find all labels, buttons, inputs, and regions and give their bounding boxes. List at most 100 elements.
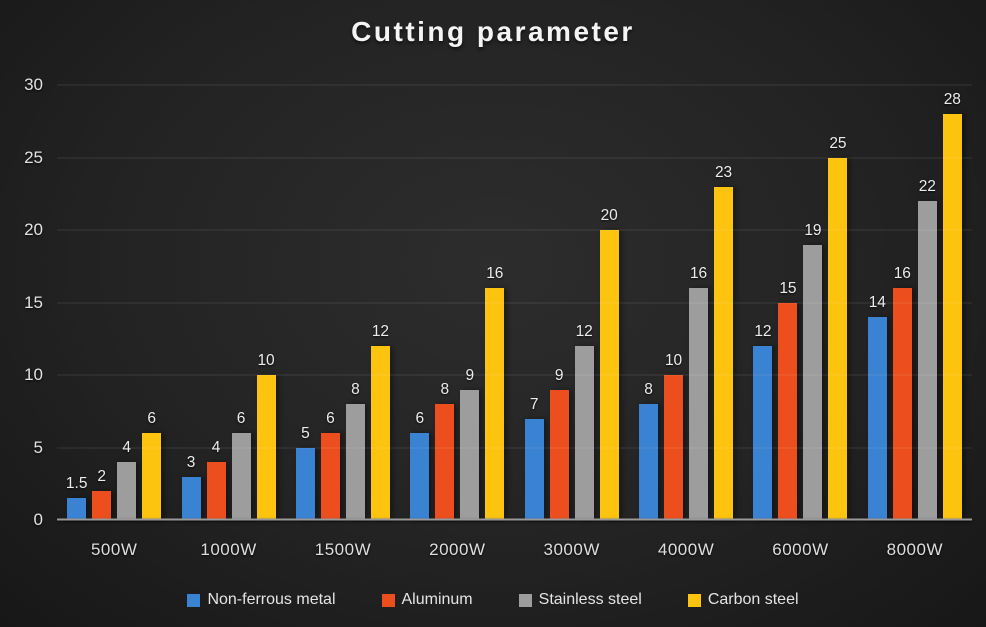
bar: 10 bbox=[256, 352, 276, 520]
x-tick-label: 4000W bbox=[657, 540, 715, 559]
bar-value-label: 16 bbox=[486, 265, 504, 282]
bar-value-label: 4 bbox=[122, 439, 131, 456]
bar: 12 bbox=[753, 323, 773, 520]
y-tick-label: 10 bbox=[24, 365, 43, 385]
legend-item: Aluminum bbox=[381, 591, 473, 609]
bar-value-label: 16 bbox=[689, 265, 708, 282]
bar-value-label: 23 bbox=[714, 163, 733, 181]
bar-value-label: 19 bbox=[804, 221, 822, 239]
bar: 8 bbox=[435, 381, 455, 520]
bar: 10 bbox=[664, 352, 684, 520]
bar-group-4000w: 8 10 16 23 4000W bbox=[629, 85, 743, 559]
legend-item: Carbon steel bbox=[687, 591, 799, 609]
legend-label: Non-ferrous metal bbox=[207, 591, 336, 608]
legend-swatch-icon bbox=[187, 593, 201, 607]
bar-value-label: 12 bbox=[371, 323, 390, 340]
bar-value-label: 20 bbox=[600, 207, 618, 225]
bar-value-label: 14 bbox=[868, 294, 886, 311]
x-tick-label: 8000W bbox=[886, 540, 943, 559]
bar-value-label: 5 bbox=[301, 424, 310, 442]
bar: 8 bbox=[345, 381, 365, 520]
bar-value-label: 25 bbox=[829, 134, 847, 152]
bar-value-label: 9 bbox=[465, 366, 475, 384]
bar: 2 bbox=[92, 468, 112, 520]
bar-value-label: 6 bbox=[147, 410, 156, 427]
bar-value-label: 16 bbox=[893, 265, 911, 282]
bar: 6 bbox=[142, 410, 162, 520]
gridline bbox=[57, 84, 972, 86]
bar: 15 bbox=[778, 280, 798, 520]
bar-value-label: 12 bbox=[575, 323, 593, 340]
plot-area: 1.5 2 4 6 500W 3 4 6 10 1000W 5 6 8 12 1500W 6 8 9 16 2000W… bbox=[24, 75, 972, 559]
bar: 4 bbox=[117, 439, 137, 520]
bar: 19 bbox=[803, 222, 823, 520]
x-tick-label: 6000W bbox=[772, 540, 829, 559]
bar: 6 bbox=[410, 410, 430, 520]
bar: 12 bbox=[574, 323, 594, 520]
bar: 25 bbox=[828, 135, 848, 520]
gridline bbox=[57, 229, 972, 231]
y-tick-label: 20 bbox=[24, 220, 43, 240]
gridline bbox=[57, 447, 972, 449]
bar-group-3000w: 7 9 12 20 3000W bbox=[515, 85, 629, 559]
bar: 7 bbox=[524, 396, 544, 520]
legend-item: Stainless steel bbox=[518, 591, 642, 609]
bar: 23 bbox=[714, 164, 734, 520]
bar-group-6000w: 12 15 19 25 6000W bbox=[743, 85, 857, 559]
legend-label: Stainless steel bbox=[538, 591, 642, 608]
bar: 12 bbox=[370, 323, 390, 520]
bar: 9 bbox=[549, 367, 569, 520]
y-tick-label: 30 bbox=[24, 75, 43, 94]
y-tick-label: 5 bbox=[33, 437, 43, 457]
bar: 20 bbox=[599, 207, 619, 520]
bar-value-label: 8 bbox=[644, 381, 653, 398]
bar-group-1500w: 5 6 8 12 1500W bbox=[286, 85, 400, 559]
bar: 28 bbox=[942, 91, 962, 520]
bar: 6 bbox=[320, 410, 340, 520]
gridline bbox=[57, 374, 972, 376]
bar-value-label: 4 bbox=[211, 439, 221, 456]
bar: 4 bbox=[206, 439, 226, 520]
legend-label: Aluminum bbox=[401, 591, 473, 608]
bar: 16 bbox=[689, 265, 709, 520]
bar-groups: 1.5 2 4 6 500W 3 4 6 10 1000W 5 6 8 12 1500W 6 8 9 16 2000W… bbox=[57, 85, 972, 559]
gridline bbox=[57, 157, 972, 158]
bar-value-label: 6 bbox=[236, 410, 246, 427]
bar-value-label: 3 bbox=[186, 453, 196, 471]
x-tick-label: 3000W bbox=[543, 540, 600, 559]
x-tick-label: 2000W bbox=[429, 540, 486, 559]
legend-swatch-icon bbox=[518, 593, 532, 607]
bar: 5 bbox=[295, 425, 315, 520]
bar-value-label: 9 bbox=[554, 366, 564, 384]
bar: 1.5 bbox=[66, 475, 87, 520]
bar-value-label: 22 bbox=[918, 178, 936, 195]
bar: 14 bbox=[867, 294, 887, 520]
bar: 9 bbox=[460, 367, 480, 520]
bar: 6 bbox=[231, 410, 251, 520]
bar-value-label: 2 bbox=[97, 468, 106, 485]
bar-value-label: 7 bbox=[529, 395, 539, 413]
legend-swatch-icon bbox=[687, 593, 701, 607]
bar-value-label: 1.5 bbox=[65, 475, 88, 493]
x-tick-label: 1000W bbox=[200, 540, 257, 559]
bar-value-label: 12 bbox=[754, 323, 772, 340]
legend-label: Carbon steel bbox=[707, 591, 799, 608]
x-tick-label: 500W bbox=[90, 540, 138, 559]
legend-swatch-icon bbox=[381, 593, 395, 607]
chart-title: Cutting parameter bbox=[351, 16, 635, 47]
bar-group-2000w: 6 8 9 16 2000W bbox=[400, 85, 514, 559]
bar-group-1000w: 3 4 6 10 1000W bbox=[171, 85, 285, 559]
bar-group-8000w: 14 16 22 28 8000W bbox=[858, 85, 972, 559]
bar: 16 bbox=[892, 265, 912, 520]
bar: 22 bbox=[917, 178, 937, 520]
bar-value-label: 8 bbox=[351, 381, 360, 398]
bar-group-500w: 1.5 2 4 6 500W bbox=[57, 85, 171, 559]
bar-value-label: 10 bbox=[257, 352, 275, 370]
y-tick-label: 15 bbox=[24, 292, 43, 312]
gridline bbox=[57, 302, 972, 303]
bar: 3 bbox=[181, 454, 201, 520]
bar-value-label: 6 bbox=[415, 410, 425, 427]
bar-value-label: 28 bbox=[943, 91, 961, 108]
x-tick-label: 1500W bbox=[314, 540, 372, 559]
